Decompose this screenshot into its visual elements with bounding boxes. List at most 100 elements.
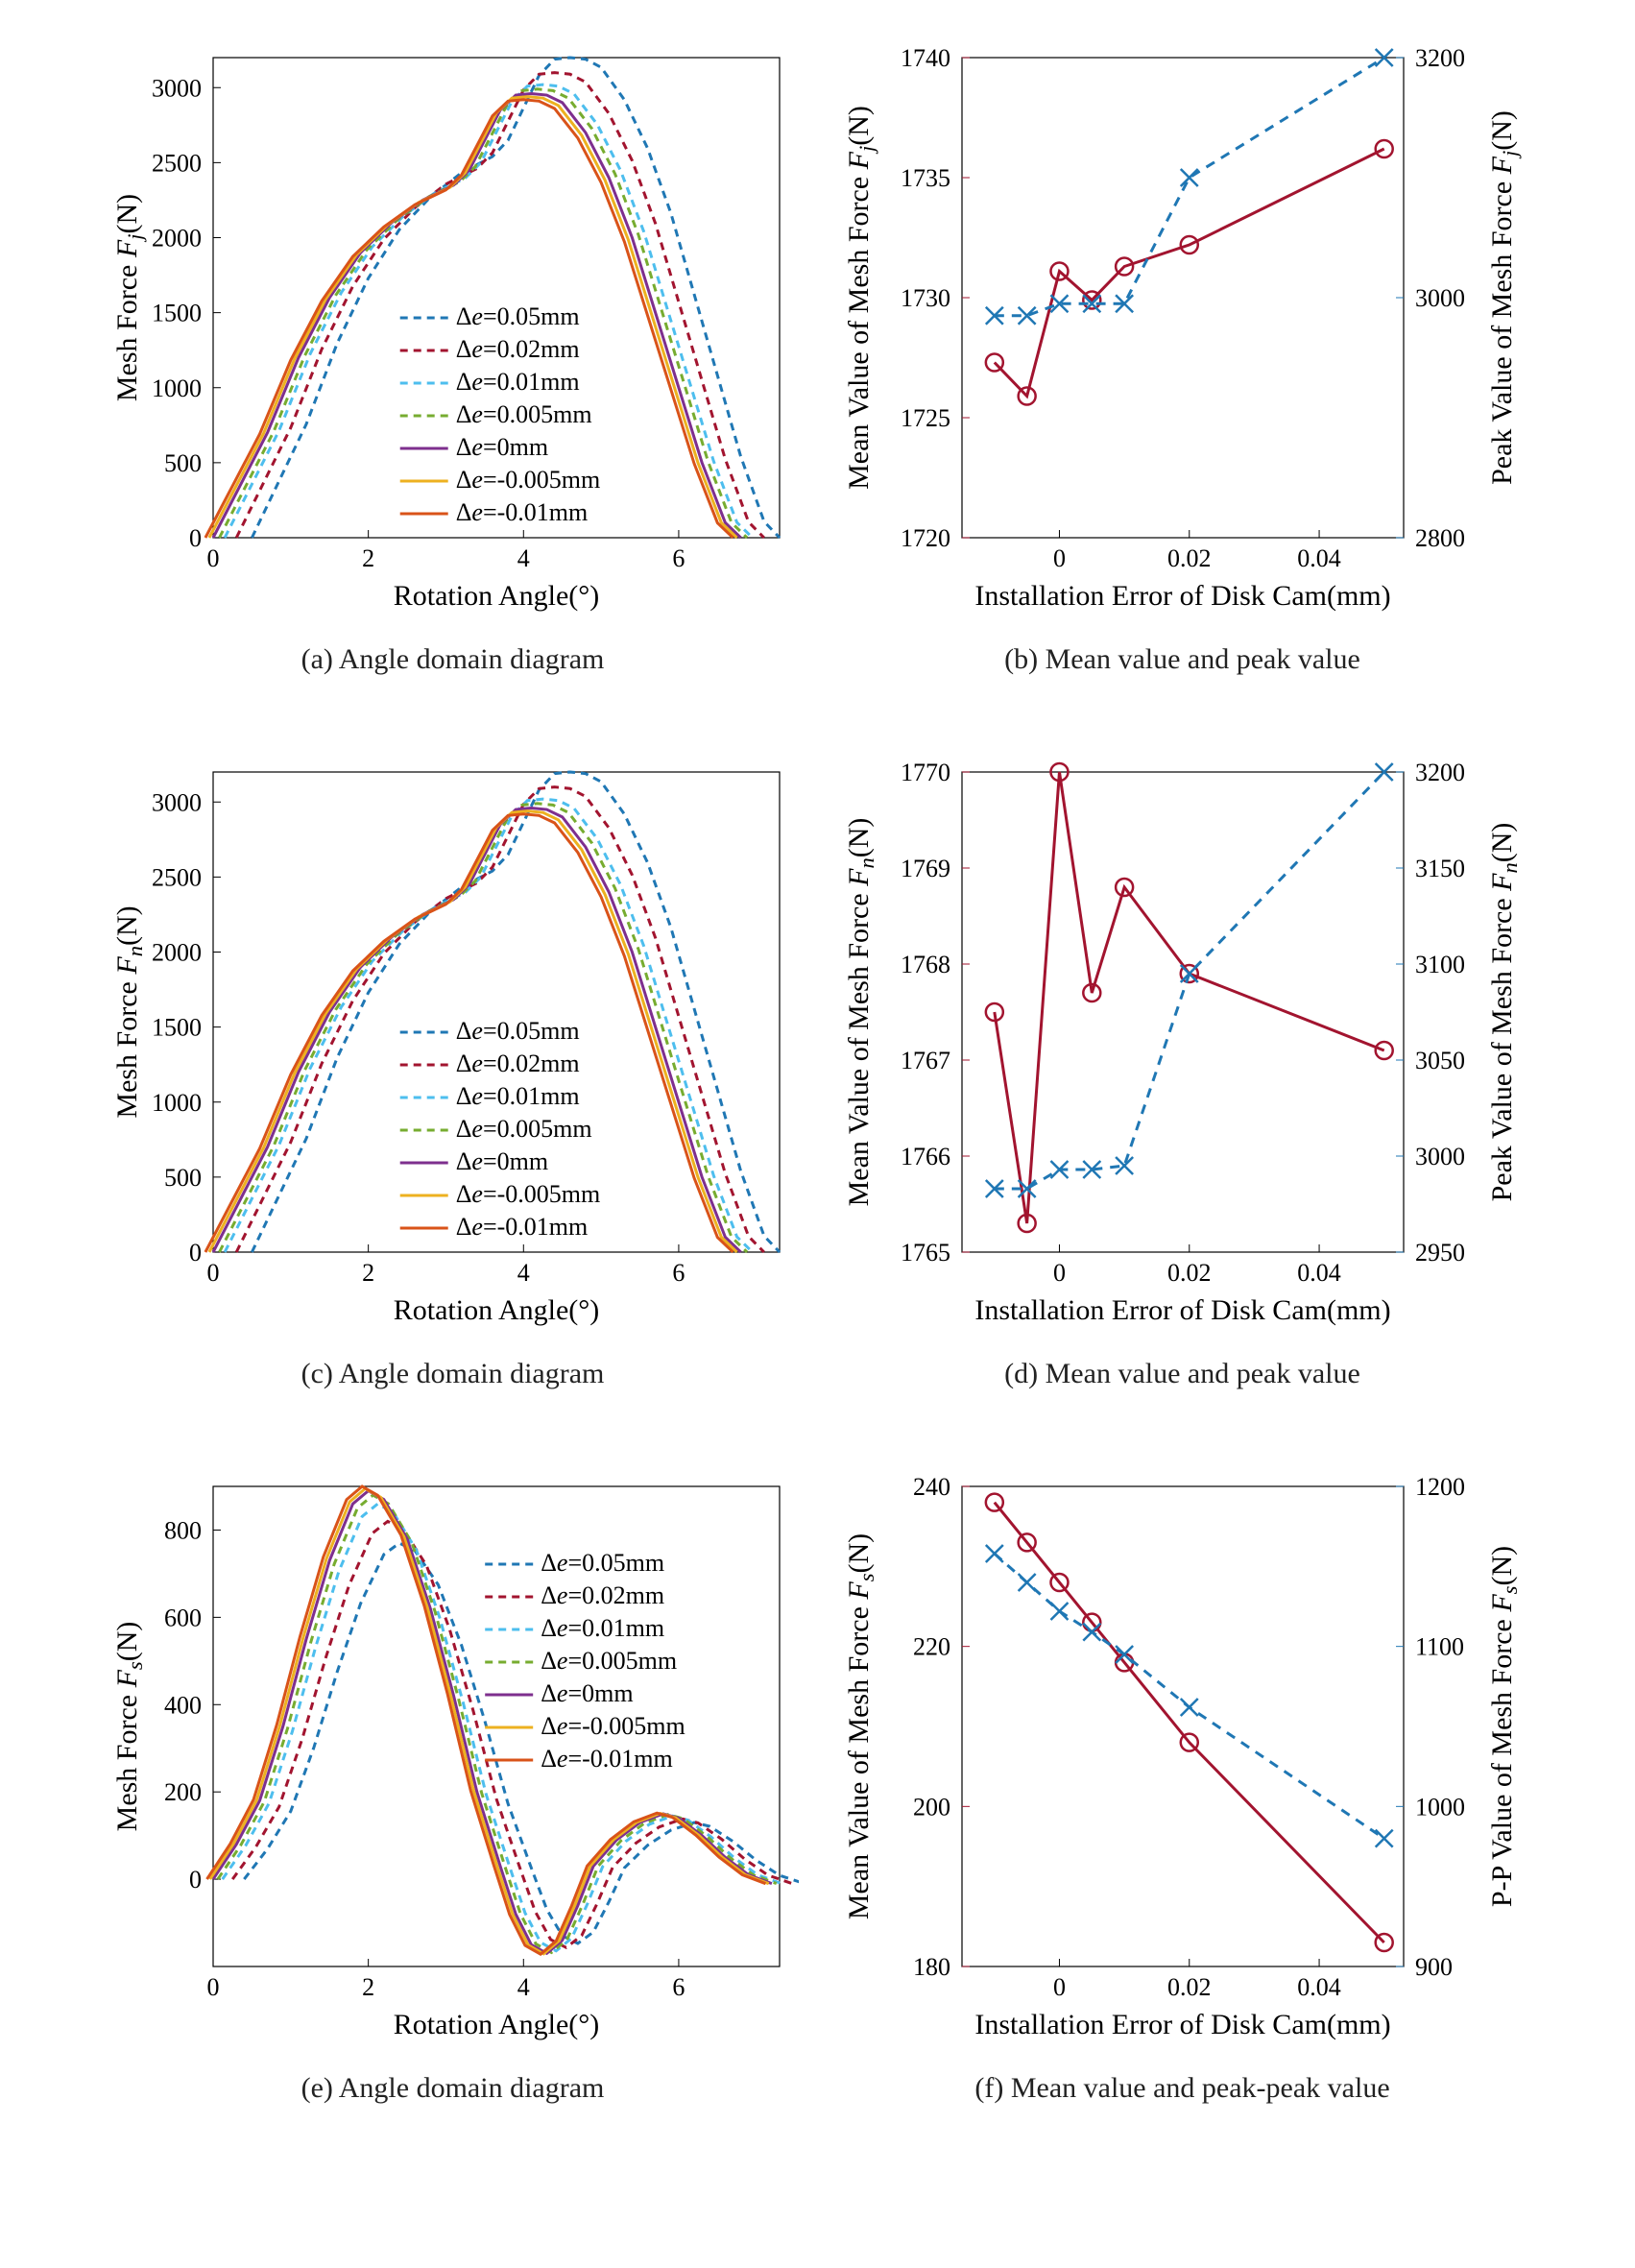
- svg-text:1000: 1000: [152, 374, 202, 402]
- svg-text:1767: 1767: [901, 1047, 950, 1074]
- panel-d-chart: 00.020.041765176617671768176917702950300…: [837, 753, 1528, 1348]
- svg-text:P-P Value of Mesh Force Fs(N): P-P Value of Mesh Force Fs(N): [1486, 1546, 1522, 1907]
- svg-text:Mesh Force Fs(N): Mesh Force Fs(N): [111, 1622, 147, 1832]
- panel-c-chart: 0246050010001500200025003000Rotation Ang…: [108, 753, 799, 1348]
- svg-text:Δe=-0.01mm: Δe=-0.01mm: [455, 1213, 588, 1241]
- svg-text:3000: 3000: [1415, 284, 1465, 312]
- panel-c-caption: (c) Angle domain diagram: [301, 1358, 605, 1390]
- svg-text:2: 2: [362, 1259, 374, 1287]
- svg-text:2500: 2500: [152, 149, 202, 177]
- svg-text:Installation Error of Disk Cam: Installation Error of Disk Cam(mm): [974, 1294, 1390, 1326]
- panel-f-chart: 00.020.04180200220240900100011001200Inst…: [837, 1467, 1528, 2063]
- panel-e-caption: (e) Angle domain diagram: [301, 2072, 605, 2105]
- svg-text:4: 4: [517, 1973, 529, 2001]
- svg-text:600: 600: [164, 1604, 202, 1631]
- svg-text:2500: 2500: [152, 863, 202, 891]
- svg-text:0.04: 0.04: [1297, 1259, 1341, 1287]
- svg-text:Δe=0.02mm: Δe=0.02mm: [455, 1050, 579, 1077]
- svg-text:220: 220: [913, 1633, 950, 1661]
- svg-text:1766: 1766: [901, 1143, 950, 1170]
- svg-text:Δe=-0.005mm: Δe=-0.005mm: [541, 1712, 685, 1740]
- panel-f-caption: (f) Mean value and peak-peak value: [974, 2072, 1389, 2105]
- panel-d-caption: (d) Mean value and peak value: [1004, 1358, 1360, 1390]
- svg-text:0: 0: [1052, 544, 1065, 572]
- svg-text:0.04: 0.04: [1297, 544, 1341, 572]
- svg-text:Δe=0.05mm: Δe=0.05mm: [541, 1549, 664, 1577]
- svg-text:0.02: 0.02: [1167, 1259, 1212, 1287]
- svg-text:0: 0: [189, 1239, 202, 1267]
- svg-text:Mesh Force Fn(N): Mesh Force Fn(N): [111, 905, 147, 1118]
- svg-text:Δe=0.005mm: Δe=0.005mm: [455, 400, 591, 428]
- svg-text:2000: 2000: [152, 225, 202, 253]
- svg-text:Δe=0.02mm: Δe=0.02mm: [541, 1581, 664, 1609]
- svg-text:0: 0: [206, 1259, 219, 1287]
- svg-text:1500: 1500: [152, 300, 202, 327]
- panel-e-chart: 02460200400600800Rotation Angle(°)Mesh F…: [108, 1467, 799, 2063]
- svg-text:Mesh Force Fj(N): Mesh Force Fj(N): [111, 194, 147, 401]
- svg-text:Δe=0.02mm: Δe=0.02mm: [455, 335, 579, 363]
- svg-text:1730: 1730: [901, 284, 950, 312]
- svg-text:0: 0: [1052, 1973, 1065, 2001]
- svg-text:Mean Value of Mesh Force Fj(N): Mean Value of Mesh Force Fj(N): [843, 106, 878, 490]
- svg-text:Mean Value of Mesh Force Fs(N): Mean Value of Mesh Force Fs(N): [843, 1533, 878, 1919]
- svg-text:6: 6: [672, 544, 685, 572]
- svg-text:1740: 1740: [901, 44, 950, 72]
- svg-text:200: 200: [164, 1778, 202, 1806]
- svg-text:3200: 3200: [1415, 759, 1465, 786]
- svg-text:3000: 3000: [152, 74, 202, 102]
- svg-text:3150: 3150: [1415, 855, 1465, 882]
- svg-text:3000: 3000: [152, 788, 202, 816]
- svg-text:500: 500: [164, 1164, 202, 1192]
- panel-a-caption: (a) Angle domain diagram: [301, 643, 605, 676]
- svg-text:180: 180: [913, 1953, 950, 1981]
- svg-text:Peak Value of Mesh Force Fj(N): Peak Value of Mesh Force Fj(N): [1486, 110, 1522, 485]
- svg-text:1770: 1770: [901, 759, 950, 786]
- svg-text:Δe=0.05mm: Δe=0.05mm: [455, 302, 579, 330]
- svg-text:3200: 3200: [1415, 44, 1465, 72]
- svg-text:Rotation Angle(°): Rotation Angle(°): [393, 1294, 598, 1326]
- svg-text:0: 0: [189, 1866, 202, 1894]
- svg-text:4: 4: [517, 1259, 529, 1287]
- svg-text:Peak Value of Mesh Force Fn(N): Peak Value of Mesh Force Fn(N): [1486, 823, 1522, 1202]
- svg-text:Δe=0mm: Δe=0mm: [455, 433, 547, 461]
- svg-text:1765: 1765: [901, 1239, 950, 1267]
- svg-text:3100: 3100: [1415, 951, 1465, 978]
- svg-text:Rotation Angle(°): Rotation Angle(°): [393, 580, 598, 612]
- svg-text:1500: 1500: [152, 1014, 202, 1042]
- svg-text:3050: 3050: [1415, 1047, 1465, 1074]
- svg-text:2: 2: [362, 544, 374, 572]
- svg-text:200: 200: [913, 1793, 950, 1821]
- svg-text:Δe=0.01mm: Δe=0.01mm: [455, 1082, 579, 1110]
- panel-a-chart: 0246050010001500200025003000Rotation Ang…: [108, 38, 799, 634]
- svg-text:1720: 1720: [901, 524, 950, 552]
- svg-text:Δe=0.005mm: Δe=0.005mm: [541, 1647, 677, 1675]
- svg-text:Δe=-0.01mm: Δe=-0.01mm: [455, 498, 588, 526]
- svg-text:240: 240: [913, 1473, 950, 1501]
- svg-text:2: 2: [362, 1973, 374, 2001]
- svg-text:1000: 1000: [1415, 1793, 1465, 1821]
- svg-text:3000: 3000: [1415, 1143, 1465, 1170]
- svg-text:Δe=-0.01mm: Δe=-0.01mm: [541, 1745, 673, 1773]
- panel-b-chart: 0 0.02 0.04 1720 1725 1730 1735 1740 2800 3000 320…: [837, 38, 1528, 634]
- svg-text:6: 6: [672, 1259, 685, 1287]
- svg-text:Δe=0.05mm: Δe=0.05mm: [455, 1017, 579, 1045]
- svg-text:1768: 1768: [901, 951, 950, 978]
- svg-text:Installation Error of Disk Cam: Installation Error of Disk Cam(mm): [974, 2009, 1390, 2040]
- svg-text:Δe=0.01mm: Δe=0.01mm: [541, 1614, 664, 1642]
- svg-text:Δe=0.01mm: Δe=0.01mm: [455, 368, 579, 396]
- svg-text:0.04: 0.04: [1297, 1973, 1341, 2001]
- svg-text:1735: 1735: [901, 164, 950, 192]
- svg-text:1769: 1769: [901, 855, 950, 882]
- svg-text:1000: 1000: [152, 1089, 202, 1117]
- svg-text:1725: 1725: [901, 404, 950, 432]
- svg-text:Δe=-0.005mm: Δe=-0.005mm: [455, 1180, 600, 1208]
- svg-text:Δe=0mm: Δe=0mm: [541, 1679, 633, 1707]
- svg-text:0.02: 0.02: [1167, 544, 1212, 572]
- svg-text:Δe=-0.005mm: Δe=-0.005mm: [455, 466, 600, 494]
- panel-b-caption: (b) Mean value and peak value: [1004, 643, 1360, 676]
- svg-text:2800: 2800: [1415, 524, 1465, 552]
- svg-text:0: 0: [206, 1973, 219, 2001]
- svg-text:Mean Value of Mesh Force Fn(N): Mean Value of Mesh Force Fn(N): [843, 818, 878, 1207]
- svg-text:Installation Error of Disk Cam: Installation Error of Disk Cam(mm): [974, 580, 1390, 612]
- svg-text:900: 900: [1415, 1953, 1453, 1981]
